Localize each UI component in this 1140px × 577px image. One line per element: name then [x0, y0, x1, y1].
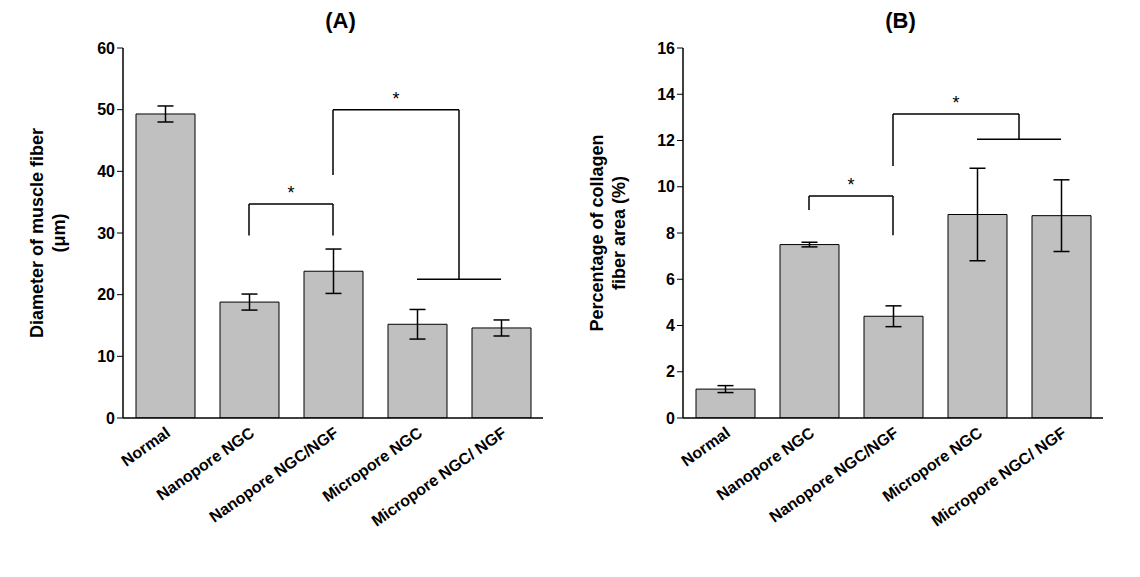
- svg-text:*: *: [392, 89, 399, 109]
- svg-text:Nanopore NGC/NGF: Nanopore NGC/NGF: [206, 424, 341, 526]
- svg-text:Micropore NGC/ NGF: Micropore NGC/ NGF: [928, 424, 1069, 530]
- svg-text:Micropore NGC/ NGF: Micropore NGC/ NGF: [368, 424, 509, 530]
- svg-text:0: 0: [666, 410, 675, 427]
- svg-text:6: 6: [666, 271, 675, 288]
- html-text:(B): (B): [885, 8, 916, 33]
- svg-text:30: 30: [97, 225, 115, 242]
- svg-text:Nanopore NGC: Nanopore NGC: [153, 423, 258, 504]
- svg-text:14: 14: [657, 86, 675, 103]
- svg-text:12: 12: [657, 132, 675, 149]
- svg-text:*: *: [847, 175, 854, 195]
- svg-text:20: 20: [97, 286, 115, 303]
- svg-text:*: *: [952, 93, 959, 113]
- svg-text:0: 0: [106, 410, 115, 427]
- svg-text:Nanopore NGC: Nanopore NGC: [713, 423, 818, 504]
- svg-text:*: *: [287, 183, 294, 203]
- svg-text:50: 50: [97, 101, 115, 118]
- svg-text:10: 10: [657, 178, 675, 195]
- svg-text:8: 8: [666, 225, 675, 242]
- svg-text:2: 2: [666, 363, 675, 380]
- svg-text:Nanopore NGC/NGF: Nanopore NGC/NGF: [766, 424, 901, 526]
- svg-text:Normal: Normal: [678, 424, 733, 470]
- svg-text:Percentage of collagenfiber ar: Percentage of collagenfiber area (%): [587, 134, 629, 331]
- svg-text:Diameter of muscle fiber(μm): Diameter of muscle fiber(μm): [27, 128, 69, 338]
- svg-text:40: 40: [97, 163, 115, 180]
- svg-text:10: 10: [97, 348, 115, 365]
- svg-text:16: 16: [657, 40, 675, 57]
- svg-text:Normal: Normal: [118, 424, 173, 470]
- svg-text:4: 4: [666, 317, 675, 334]
- html-text:(A): (A): [325, 8, 356, 33]
- svg-text:60: 60: [97, 40, 115, 57]
